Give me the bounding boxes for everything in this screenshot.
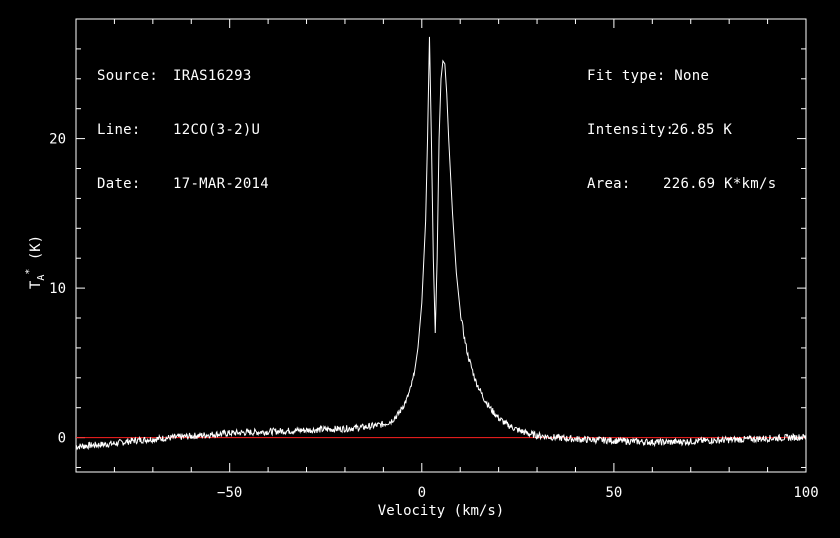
line-value: 12CO(3-2)U xyxy=(173,122,261,138)
intensity-value: 26.85 K xyxy=(671,122,733,138)
area-label: Area: xyxy=(587,176,631,192)
y-axis-label-sub: A xyxy=(36,275,47,281)
x-tick-label: 50 xyxy=(605,485,622,501)
x-axis-label: Velocity (km/s) xyxy=(378,503,504,519)
tick-labels: −50 0 50 100 0 10 20 xyxy=(49,132,819,501)
line-label: Line: xyxy=(97,122,141,138)
area-row: Area: 226.69 K*km/s xyxy=(587,176,776,192)
date-label: Date: xyxy=(97,176,141,192)
x-tick-label: 0 xyxy=(418,485,426,501)
spectrum-line xyxy=(75,36,807,451)
source-label: Source: xyxy=(97,68,159,84)
y-axis-label-unit: (K) xyxy=(28,235,44,269)
info-left: Source: IRAS16293 Line: 12CO(3-2)U Date: 17… xyxy=(97,36,269,208)
source-value: IRAS16293 xyxy=(173,68,252,84)
y-axis-label-t: T xyxy=(28,280,44,289)
intensity-label: Intensity: xyxy=(587,122,675,138)
fit-value: None xyxy=(674,68,710,84)
y-axis-label-sup: * xyxy=(24,269,35,275)
intensity-row: Intensity:26.85 K xyxy=(587,122,776,138)
y-tick-label: 20 xyxy=(49,132,66,148)
y-tick-label: 0 xyxy=(58,431,66,447)
y-axis-label: TA* (K) xyxy=(24,235,47,289)
svg-text:TA* (K): TA* (K) xyxy=(24,235,47,289)
date-value: 17-MAR-2014 xyxy=(173,176,270,192)
x-tick-label: −50 xyxy=(217,485,242,501)
date-row: Date: 17-MAR-2014 xyxy=(97,176,269,192)
y-tick-label: 10 xyxy=(49,281,66,297)
x-tick-label: 100 xyxy=(793,485,818,501)
source-row: Source: IRAS16293 xyxy=(97,68,269,84)
info-right: Fit type: None Intensity:26.85 K Area: 22… xyxy=(587,36,776,208)
fit-label: Fit type: xyxy=(587,68,666,84)
plot-frame xyxy=(75,18,807,473)
fit-row: Fit type: None xyxy=(587,68,776,84)
area-value: 226.69 K*km/s xyxy=(663,176,777,192)
line-row: Line: 12CO(3-2)U xyxy=(97,122,269,138)
